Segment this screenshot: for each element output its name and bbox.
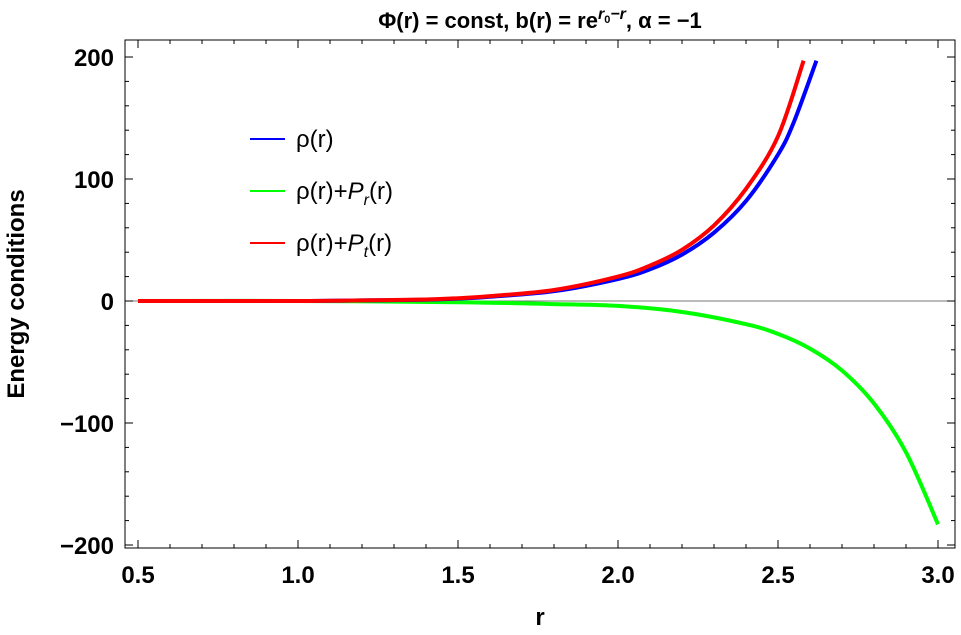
legend-label-tail: (r): [368, 230, 392, 257]
legend-label-base: ρ(r): [296, 126, 334, 153]
legend-label-p: P: [348, 178, 364, 205]
y-tick-label: 100: [74, 167, 114, 194]
legend-label-sub: t: [364, 244, 369, 261]
x-tick-label: 0.5: [121, 562, 154, 589]
chart-title-sup-rest: −r: [610, 6, 626, 23]
legend-label: ρ(r): [296, 126, 334, 153]
series-line-2: [137, 60, 806, 304]
legend-label-base: ρ(r)+: [296, 230, 348, 257]
legend-label: ρ(r)+Pr(r): [296, 178, 393, 209]
x-tick-label: 1.5: [441, 562, 474, 589]
y-axis-ticks: −200 −100 0 100 200: [60, 45, 955, 560]
chart-title-left: Φ(r) = const, b(r) = re: [378, 8, 598, 33]
series-curves: [137, 60, 940, 526]
x-tick-label: 2.5: [761, 562, 794, 589]
chart-title-right: , α = −1: [626, 8, 702, 33]
legend-label-p: P: [348, 230, 364, 257]
y-tick-label: 0: [101, 289, 114, 316]
legend: ρ(r)ρ(r)+Pr(r)ρ(r)+Pt(r): [250, 126, 393, 261]
x-tick-label: 1.0: [281, 562, 314, 589]
chart-title: Φ(r) = const, b(r) = rer0−r, α = −1: [378, 6, 702, 33]
series-line-0: [137, 60, 819, 304]
y-tick-label: 200: [74, 45, 114, 72]
series-line-1: [137, 298, 940, 526]
legend-label-tail: (r): [369, 178, 393, 205]
legend-label-base: ρ(r)+: [296, 178, 348, 205]
y-tick-label: −100: [60, 411, 114, 438]
y-axis-label: Energy conditions: [3, 189, 30, 398]
x-axis-ticks: 0.5 1.0 1.5 2.0 2.5 3.0: [121, 40, 955, 589]
x-tick-label: 2.0: [601, 562, 634, 589]
legend-label-sub: r: [364, 192, 370, 209]
chart-title-sup-sub: 0: [604, 14, 610, 26]
y-tick-label: −200: [60, 533, 114, 560]
x-axis-label: r: [535, 604, 544, 631]
x-tick-label: 3.0: [921, 562, 954, 589]
plot-frame: [124, 39, 956, 549]
legend-label: ρ(r)+Pt(r): [296, 230, 392, 261]
chart-title-sup-r: r: [598, 6, 605, 23]
